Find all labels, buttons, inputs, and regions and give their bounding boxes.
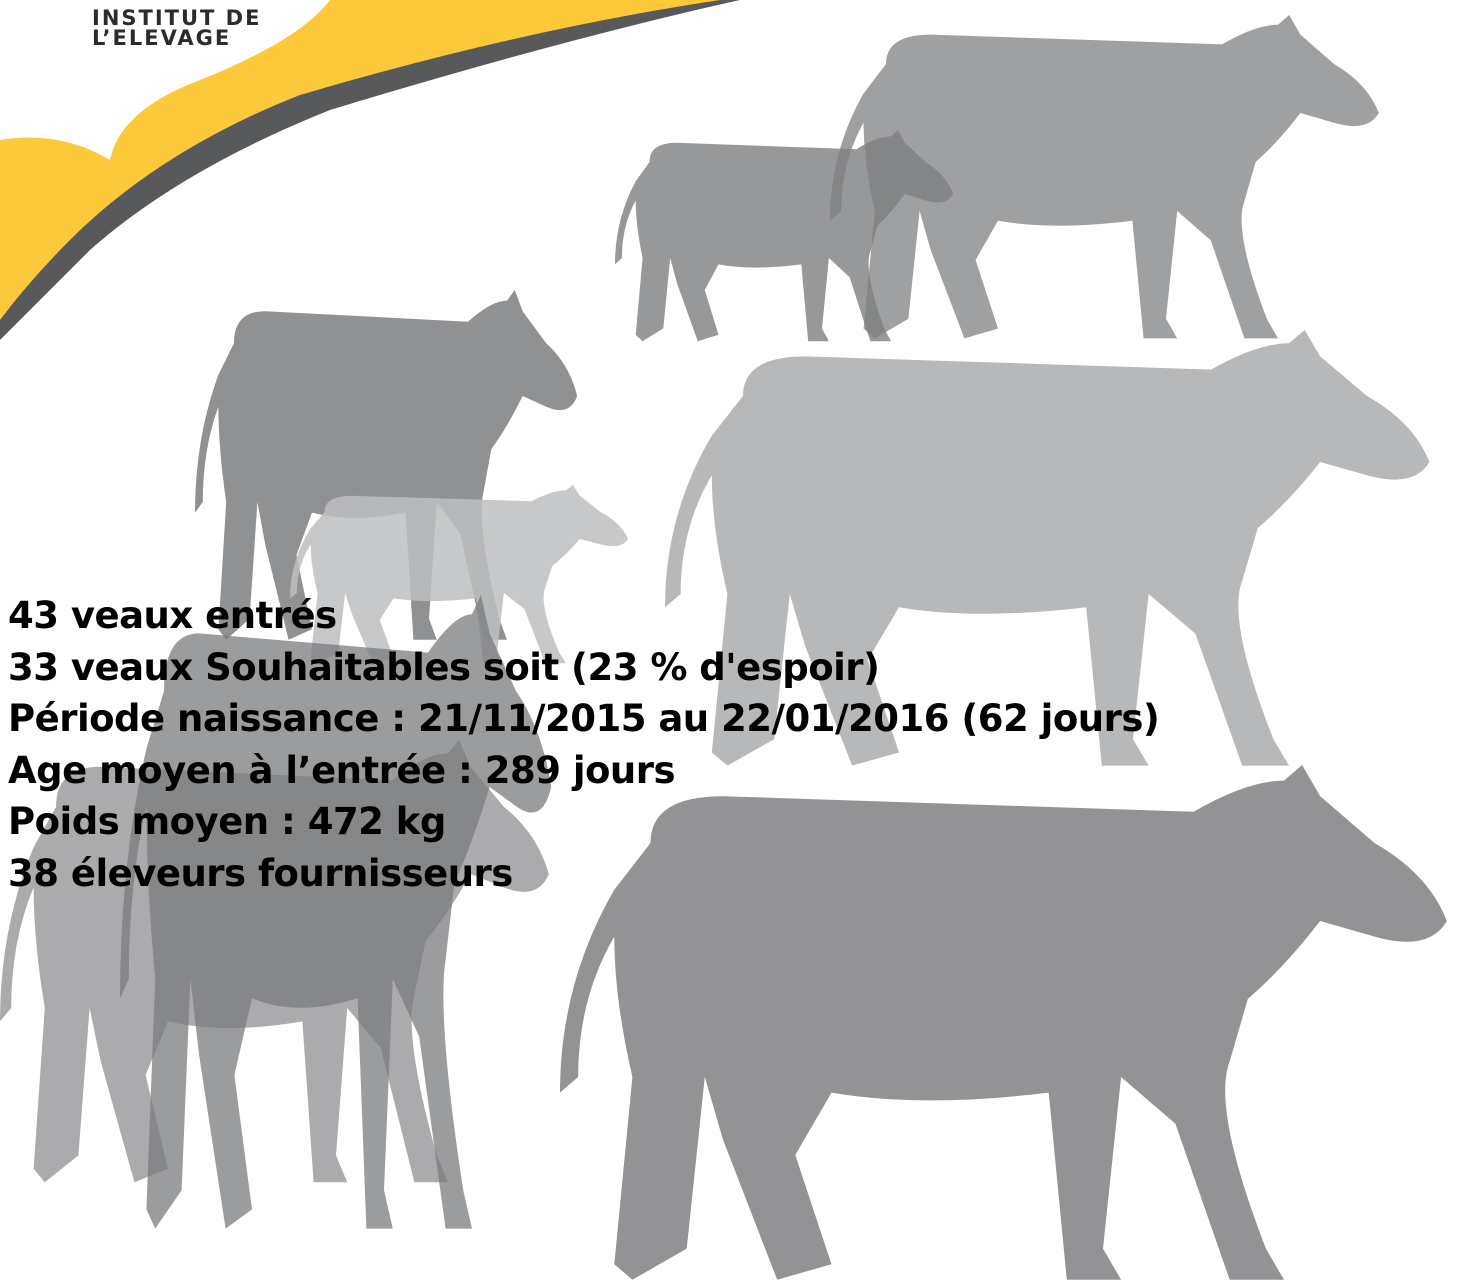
fact-line: 33 veaux Souhaitables soit (23 % d'espoi… [8,642,1159,694]
fact-line: Poids moyen : 472 kg [8,796,1159,848]
fact-line: Période naissance : 21/11/2015 au 22/01/… [8,693,1159,745]
fact-line: 43 veaux entrés [8,590,1159,642]
logo-text: L’ELEVAGE [92,28,261,48]
fact-line: Age moyen à l’entrée : 289 jours [8,745,1159,797]
logo-text: INSTITUT DE [92,8,261,28]
facts: 43 veaux entrés 33 veaux Souhaitables so… [8,590,1159,899]
page: INSTITUT DE L’ELEVAGE 43 veaux entrés 33… [0,0,1467,1280]
logo: INSTITUT DE L’ELEVAGE [92,8,261,48]
fact-line: 38 éleveurs fournisseurs [8,848,1159,900]
